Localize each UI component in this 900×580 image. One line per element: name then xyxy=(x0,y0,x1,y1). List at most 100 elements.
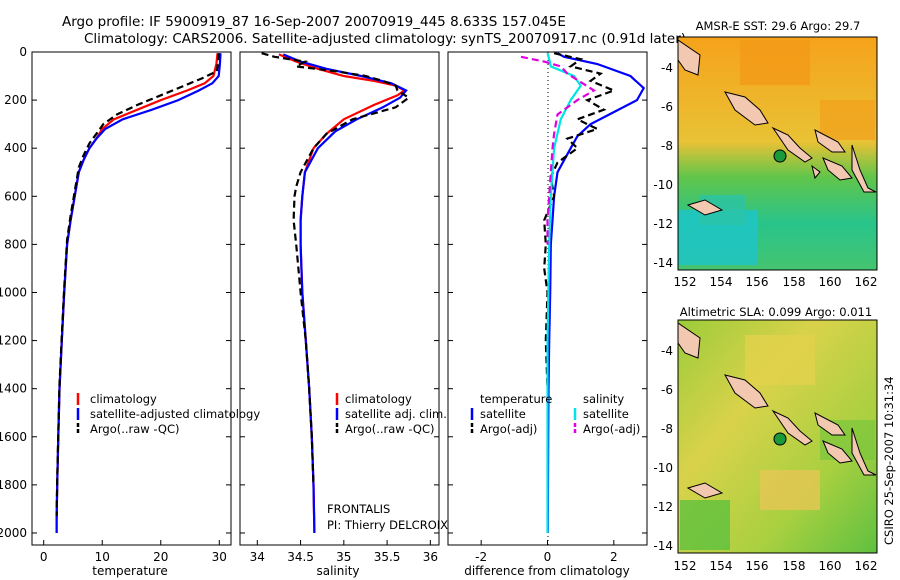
difference-x-label: difference from climatology xyxy=(464,564,630,578)
legend-label-argo: Argo(..raw -QC) xyxy=(345,422,435,436)
temperature-x-tick-label: 30 xyxy=(212,550,227,564)
sla-x-tick: 160 xyxy=(819,559,842,573)
sst-y-ticks: -4 -6 -8 -10 -12 -14 xyxy=(653,61,673,270)
series-line-temperature-argo-adj xyxy=(543,52,617,389)
temperature-series-layer xyxy=(55,53,222,533)
temperature-x-tick-label: 20 xyxy=(153,550,168,564)
sst-y-tick: -8 xyxy=(661,139,673,153)
depth-tick-label: 200 xyxy=(4,93,27,107)
salinity-x-label: salinity xyxy=(316,564,359,578)
salinity-x-tick-label: 35 xyxy=(336,550,351,564)
sla-y-tick: -14 xyxy=(653,539,673,553)
legend-label-climatology: climatology xyxy=(345,392,412,406)
series-line-satellite-adjusted-climatology xyxy=(55,53,222,533)
series-line-salinity-satellite xyxy=(546,52,583,533)
sla-x-tick: 158 xyxy=(783,559,806,573)
depth-tick-label: 2000 xyxy=(0,526,27,540)
legend-label-climatology: climatology xyxy=(90,392,157,406)
temperature-panel-frame xyxy=(31,51,232,546)
depth-axis: 0 200 400 600 800 1000 1200 1400 1600 1800 2000 xyxy=(0,45,27,540)
sla-y-tick: -10 xyxy=(653,461,673,475)
sst-map xyxy=(678,37,877,270)
salinity-x-tick-label: 35.5 xyxy=(374,550,401,564)
sst-x-tick: 152 xyxy=(674,275,697,289)
pi-annotation: PI: Thierry DELCROIX xyxy=(327,518,448,532)
sla-y-tick: -8 xyxy=(661,422,673,436)
header-line-2: Climatology: CARS2006. Satellite-adjuste… xyxy=(84,31,686,47)
salinity-x-tick-label: 34.5 xyxy=(287,550,314,564)
sla-yellow-patch xyxy=(745,335,815,385)
sst-coastlines xyxy=(678,39,877,216)
sst-warm-patch xyxy=(740,40,810,85)
sst-x-tick: 160 xyxy=(819,275,842,289)
depth-tick-label: 1000 xyxy=(0,285,27,299)
sst-y-tick: -6 xyxy=(661,100,673,114)
sst-x-ticks: 152 154 156 158 160 162 xyxy=(674,275,878,289)
legend-header-salinity: salinity xyxy=(583,392,624,406)
sst-map-title: AMSR-E SST: 29.6 Argo: 29.7 xyxy=(696,19,861,33)
salinity-legend: climatology satellite adj. clim. Argo(..… xyxy=(335,392,447,436)
salinity-x-tick-label: 36 xyxy=(423,550,438,564)
legend-label-sal-satellite: satellite xyxy=(583,407,629,421)
sla-x-tick: 156 xyxy=(746,559,769,573)
sst-y-tick: -4 xyxy=(661,61,673,75)
sla-y-tick: -4 xyxy=(661,344,673,358)
depth-tick-label: 1200 xyxy=(0,334,27,348)
sla-argo-marker xyxy=(773,432,787,446)
depth-tick-label: 1400 xyxy=(0,382,27,396)
temperature-x-tick-label: 0 xyxy=(40,550,48,564)
x-tick-layer: 0 10 20 30 34 34.5 35 35.5 36 -2 0 2 xyxy=(32,51,647,564)
sla-green-patch xyxy=(680,500,730,550)
depth-tick-label: 0 xyxy=(19,45,27,59)
temperature-x-label: temperature xyxy=(92,564,167,578)
difference-x-tick-label: 0 xyxy=(544,550,552,564)
sst-warm-patch xyxy=(820,100,875,140)
sst-argo-marker xyxy=(773,149,787,163)
legend-label-satellite: satellite adj. clim. xyxy=(345,407,447,421)
salinity-panel-frame xyxy=(239,51,440,546)
temperature-x-tick-label: 10 xyxy=(95,550,110,564)
sla-map-title: Altimetric SLA: 0.099 Argo: 0.011 xyxy=(680,305,872,319)
sst-x-tick: 158 xyxy=(783,275,806,289)
depth-tick-label: 400 xyxy=(4,141,27,155)
sst-x-tick: 156 xyxy=(746,275,769,289)
depth-tick-label: 600 xyxy=(4,189,27,203)
sla-y-tick: -12 xyxy=(653,500,673,514)
series-line-salinity-argo-adj xyxy=(520,55,597,245)
sst-map-frame xyxy=(677,36,878,271)
sst-x-tick: 162 xyxy=(855,275,878,289)
series-line-argo-raw-qc xyxy=(55,53,220,517)
sla-coastlines xyxy=(678,322,877,499)
legend-label-satellite: satellite-adjusted climatology xyxy=(90,407,260,421)
sla-x-tick: 154 xyxy=(710,559,733,573)
series-line-argo-raw-qc xyxy=(261,52,411,485)
sla-y-ticks: -4 -6 -8 -10 -12 -14 xyxy=(653,344,673,553)
sla-x-tick: 152 xyxy=(674,559,697,573)
sla-map-frame xyxy=(677,319,878,554)
difference-x-tick-label: 2 xyxy=(610,550,618,564)
series-line-satellite-adj-clim xyxy=(282,53,408,534)
legend-label-temp-satellite: satellite xyxy=(480,407,526,421)
legend-label-argo: Argo(..raw -QC) xyxy=(90,422,180,436)
difference-series-layer xyxy=(520,52,646,534)
difference-x-tick-label: -2 xyxy=(475,550,487,564)
series-line-climatology xyxy=(55,53,219,533)
salinity-series-layer xyxy=(261,52,411,534)
depth-tick-label: 1800 xyxy=(0,478,27,492)
sst-y-tick: -14 xyxy=(653,256,673,270)
depth-tick-label: 800 xyxy=(4,237,27,251)
legend-header-temperature: temperature xyxy=(480,392,552,406)
sla-x-tick: 162 xyxy=(855,559,878,573)
sst-y-tick: -10 xyxy=(653,178,673,192)
sst-x-tick: 154 xyxy=(710,275,733,289)
sst-y-tick: -12 xyxy=(653,217,673,231)
difference-legend: temperature salinity satellite Argo(-adj… xyxy=(470,392,640,436)
temperature-legend: climatology satellite-adjusted climatolo… xyxy=(76,392,260,436)
series-line-temperature-satellite xyxy=(546,52,646,534)
salinity-x-tick-label: 34 xyxy=(250,550,265,564)
header-line-1: Argo profile: IF 5900919_87 16-Sep-2007 … xyxy=(62,14,566,30)
sla-x-ticks: 152 154 156 158 160 162 xyxy=(674,559,878,573)
depth-tick-label: 1600 xyxy=(0,430,27,444)
frontalis-annotation: FRONTALIS xyxy=(327,502,390,516)
